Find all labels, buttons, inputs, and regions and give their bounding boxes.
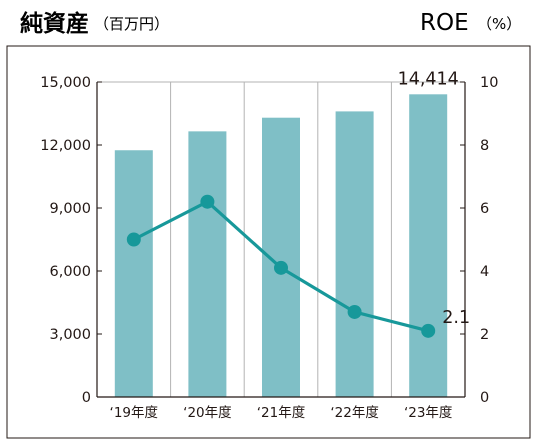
chart-title-unit: （百万円） — [94, 15, 169, 33]
right-axis-title-unit: （%） — [477, 15, 521, 33]
left-tick-label: 6,000 — [49, 264, 91, 280]
roe-point — [421, 323, 436, 338]
right-tick-label: 2 — [480, 327, 489, 343]
bar-data-label: 14,414 — [398, 69, 459, 89]
roe-point — [126, 232, 141, 247]
chart-title: 純資産 — [20, 10, 89, 37]
category-label: ‘19年度 — [110, 405, 158, 421]
chart-frame — [6, 45, 531, 439]
left-tick-label: 0 — [82, 390, 91, 406]
right-tick-label: 0 — [480, 390, 489, 406]
bar — [409, 94, 448, 397]
bar — [114, 150, 153, 397]
category-label: ‘22年度 — [330, 405, 378, 421]
right-tick-label: 6 — [480, 201, 489, 217]
right-tick-label: 4 — [480, 264, 489, 280]
left-tick-label: 15,000 — [40, 75, 91, 91]
roe-point — [347, 304, 362, 319]
right-axis-title: ROE — [420, 10, 469, 36]
left-tick-label: 9,000 — [49, 201, 91, 217]
roe-point — [200, 194, 215, 209]
category-label: ‘21年度 — [257, 405, 305, 421]
plot-area: 0 3,000 6,000 9,000 12,000 15,000 0 2 4 6 8 10 ‘19年度… — [40, 69, 498, 421]
bar — [188, 131, 227, 397]
bar — [335, 111, 374, 398]
category-label: ‘23年度 — [404, 405, 452, 421]
category-label: ‘20年度 — [183, 405, 231, 421]
left-tick-label: 12,000 — [40, 138, 91, 154]
right-tick-label: 10 — [480, 75, 498, 91]
left-tick-label: 3,000 — [49, 327, 91, 343]
roe-point — [274, 260, 288, 275]
line-data-label: 2.1 — [442, 308, 470, 328]
right-tick-label: 8 — [480, 138, 489, 154]
